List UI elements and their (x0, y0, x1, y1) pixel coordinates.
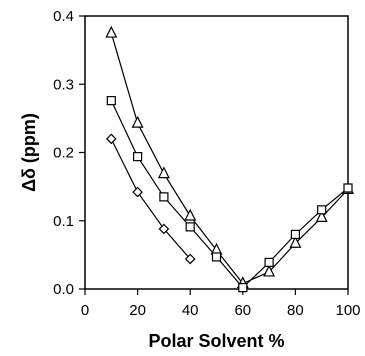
square-marker (106, 96, 116, 106)
triangle-marker (263, 264, 276, 277)
triangle-marker (157, 166, 170, 179)
y-axis-title: Δδ (ppm) (19, 113, 39, 192)
x-tick-label: 0 (81, 302, 89, 319)
series-layer (105, 25, 354, 293)
triangle-marker (315, 209, 328, 222)
triangle-marker (289, 235, 302, 248)
series-line (110, 138, 191, 260)
diamond-marker (132, 186, 143, 198)
series-diamond (105, 133, 196, 265)
triangle-marker (184, 208, 197, 221)
y-tick-label: 0.4 (53, 8, 74, 25)
series-triangle (105, 25, 354, 289)
x-tick-label: 20 (129, 302, 146, 319)
square-marker (290, 229, 300, 239)
diamond-marker (184, 253, 196, 265)
y-axis: 0.0 0.1 0.2 0.3 0.4 (53, 8, 85, 298)
x-tick-label: 40 (182, 302, 199, 319)
square-marker (264, 257, 274, 267)
x-axis-title: Polar Solvent % (148, 331, 284, 351)
square-marker (238, 283, 248, 293)
series-line (110, 32, 349, 285)
x-axis: 0 20 40 60 80 100 (81, 289, 361, 319)
triangle-marker (131, 115, 144, 128)
y-tick-label: 0.1 (53, 213, 74, 230)
x-tick-label: 80 (287, 302, 304, 319)
y-tick-label: 0.2 (53, 145, 74, 162)
x-tick-label: 100 (335, 302, 360, 319)
square-marker (185, 222, 195, 232)
x-tick-label: 60 (234, 302, 251, 319)
square-marker (343, 183, 353, 193)
square-marker (211, 252, 222, 262)
series-line (110, 100, 349, 289)
triangle-marker (105, 25, 118, 38)
y-tick-label: 0.0 (53, 281, 74, 298)
square-marker (317, 205, 327, 215)
square-marker (133, 151, 143, 162)
diamond-marker (158, 223, 170, 235)
diamond-marker (105, 133, 117, 145)
y-tick-label: 0.3 (53, 76, 74, 93)
series-square (106, 96, 353, 293)
square-marker (159, 192, 169, 202)
